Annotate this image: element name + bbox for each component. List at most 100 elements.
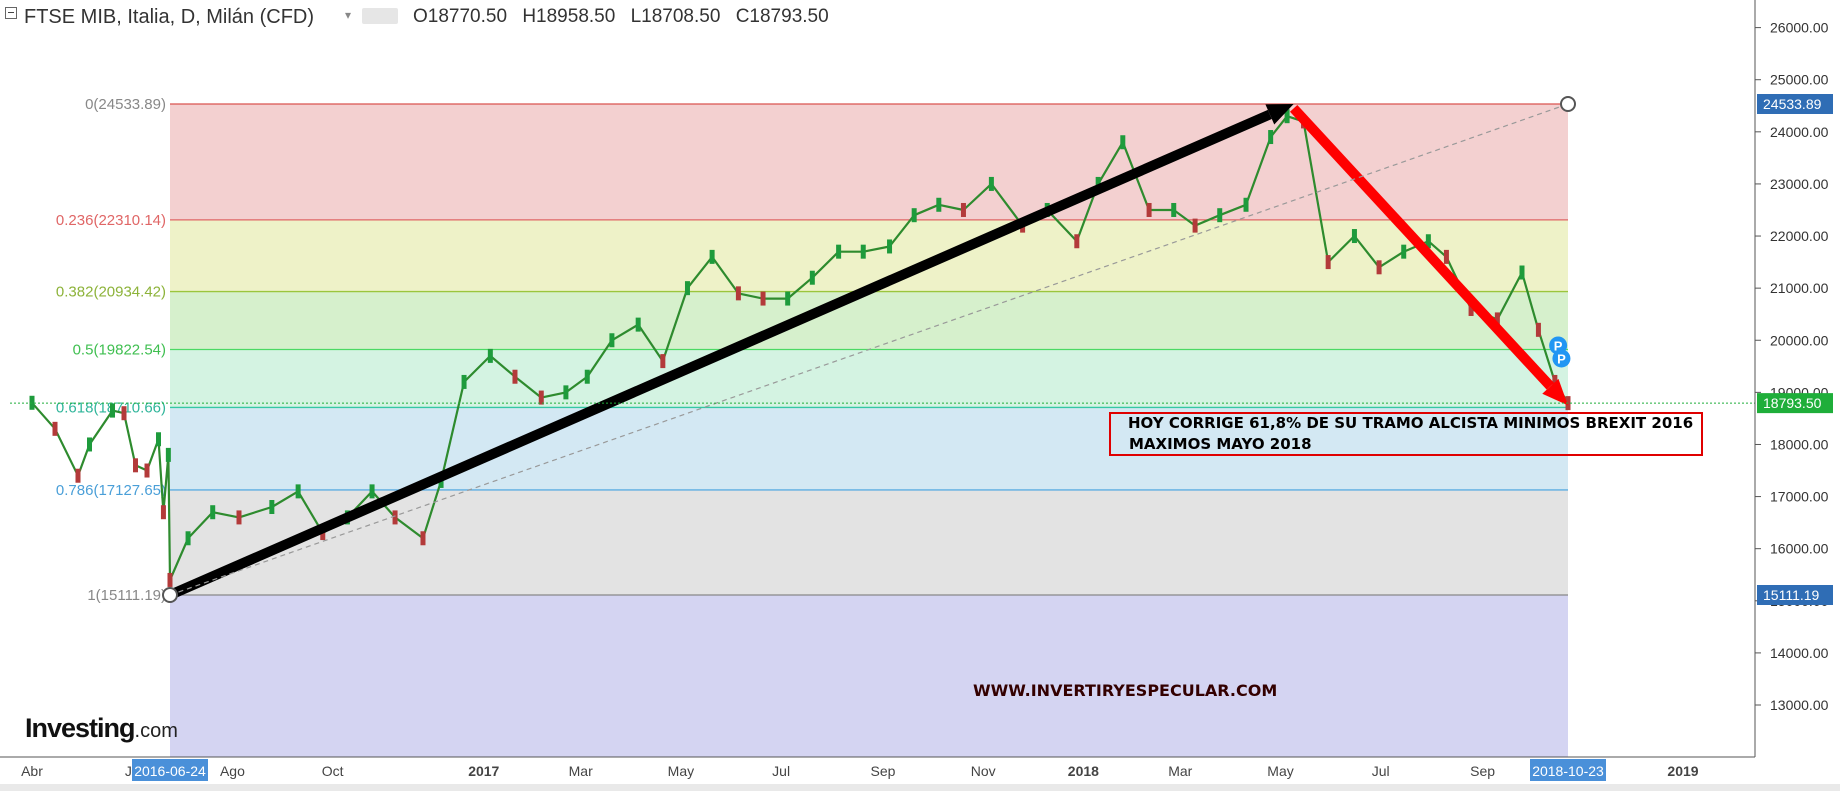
y-tick-label-0: 26000.00 [1770,20,1829,36]
y-tick-label-9: 17000.00 [1770,489,1829,505]
candle-6 [133,458,139,473]
x-tick-label-12: May [1267,763,1293,779]
fib-zone-extension [170,595,1568,757]
x-date-badge-label-1: 2018-10-23 [1532,763,1604,779]
candle-19 [369,484,375,499]
candle-25 [512,369,518,384]
x-date-badge-1 [1530,759,1606,781]
price-series-line [31,115,1569,582]
fib-level-label-1: 0.236(22310.14) [56,212,166,229]
candle-53 [1217,208,1223,223]
y-tick-label-3: 23000.00 [1770,176,1829,192]
candle-11 [167,572,173,587]
ohlc-high-key: H [522,6,537,27]
annotation-line-2: MAXIMOS MAYO 2018 [1129,435,1312,453]
candle-16 [295,484,301,499]
x-tick-label-9: Nov [971,763,996,779]
candle-43 [960,202,966,217]
fib-zone-1 [170,219,1568,292]
annotation-box[interactable] [1109,412,1703,456]
y-price-badge-0 [1757,94,1833,114]
fib-level-label-5: 0.786(17127.65) [56,482,166,499]
candle-0 [29,395,35,410]
x-tick-label-8: Sep [871,763,896,779]
marker-p-1 [1552,349,1571,368]
candle-51 [1171,202,1177,217]
y-tick-label-6: 20000.00 [1770,332,1829,348]
candle-13 [210,505,216,520]
candle-64 [1468,301,1474,316]
candle-68 [1552,374,1558,389]
candle-54 [1243,197,1249,212]
y-tick-label-4: 22000.00 [1770,228,1829,244]
x-date-badge-label-0: 2016-06-24 [134,763,206,779]
candle-24 [487,348,493,363]
candle-44 [988,176,994,191]
x-tick-label-10: 2018 [1068,763,1099,779]
candle-38 [836,244,842,259]
logo-brand: Investing [25,713,136,743]
y-tick-label-13: 13000.00 [1770,697,1829,713]
watermark-url: WWW.INVERTIRYESPECULAR.COM [973,681,1278,700]
candle-27 [563,385,569,400]
fib-zone-0 [170,104,1568,220]
uptrend-arrow-shaft [167,109,1272,600]
candle-20 [392,510,398,525]
ohlc-low-key: L [630,6,642,27]
candle-1 [52,421,58,436]
chart-title: FTSE MIB, Italia, D, Milán (CFD) [24,6,315,28]
ohlc-high-value: 18958.50 [536,6,616,27]
trend-dashed-line [169,103,1569,596]
fib-zone-2 [170,291,1568,350]
candle-50 [1146,202,1152,217]
candle-9 [160,505,166,520]
y-price-badge-2 [1757,585,1833,605]
candle-42 [936,197,942,212]
candle-59 [1351,229,1357,244]
ohlc-low-value: 18708.50 [641,6,721,27]
y-price-badge-label-1: 18793.50 [1763,395,1822,411]
y-tick-label-1: 25000.00 [1770,72,1829,88]
y-price-badge-label-0: 24533.89 [1763,96,1822,112]
candle-8 [156,432,162,447]
x-tick-label-2: Ago [220,763,245,779]
collapse-legend-button[interactable] [5,7,17,19]
candle-2 [75,468,81,483]
candle-10 [165,447,171,462]
candle-37 [809,270,815,285]
candle-30 [635,317,641,332]
fib-anchor-start [162,587,178,603]
downtrend-arrow-head [1542,378,1568,406]
ohlc-close-key: C [735,6,750,27]
annotation-line-1: HOY CORRIGE 61,8% DE SU TRAMO ALCISTA MI… [1128,414,1694,432]
candle-49 [1120,135,1126,150]
ohlc-close-value: 18793.50 [749,6,829,27]
y-price-badge-label-2: 15111.19 [1763,587,1820,603]
legend-settings-icon[interactable] [362,8,398,24]
y-tick-label-2: 24000.00 [1770,124,1829,140]
downtrend-arrow-shaft [1289,104,1555,390]
bottom-toolbar-strip [0,784,1840,791]
fib-level-label-3: 0.5(19822.54) [73,342,166,359]
candle-5 [121,406,127,421]
marker-p-label-1: P [1557,351,1566,366]
x-tick-label-4: 2017 [468,763,499,779]
candle-29 [609,333,615,348]
x-date-badge-0 [132,759,208,781]
uptrend-arrow-head [1265,104,1294,125]
candle-15 [269,499,275,514]
x-tick-label-7: Jul [772,763,790,779]
x-tick-label-3: Oct [322,763,344,779]
candle-21 [420,531,426,546]
candle-34 [735,286,741,301]
x-tick-label-6: May [668,763,694,779]
candle-32 [684,281,690,296]
fib-level-label-6: 1(15111.19) [87,587,166,604]
x-tick-label-13: Jul [1372,763,1390,779]
candle-52 [1192,218,1198,233]
ohlc-open-key: O [413,6,428,27]
y-tick-label-10: 16000.00 [1770,541,1829,557]
chevron-down-icon[interactable]: ▾ [345,8,352,22]
candle-7 [144,463,150,478]
